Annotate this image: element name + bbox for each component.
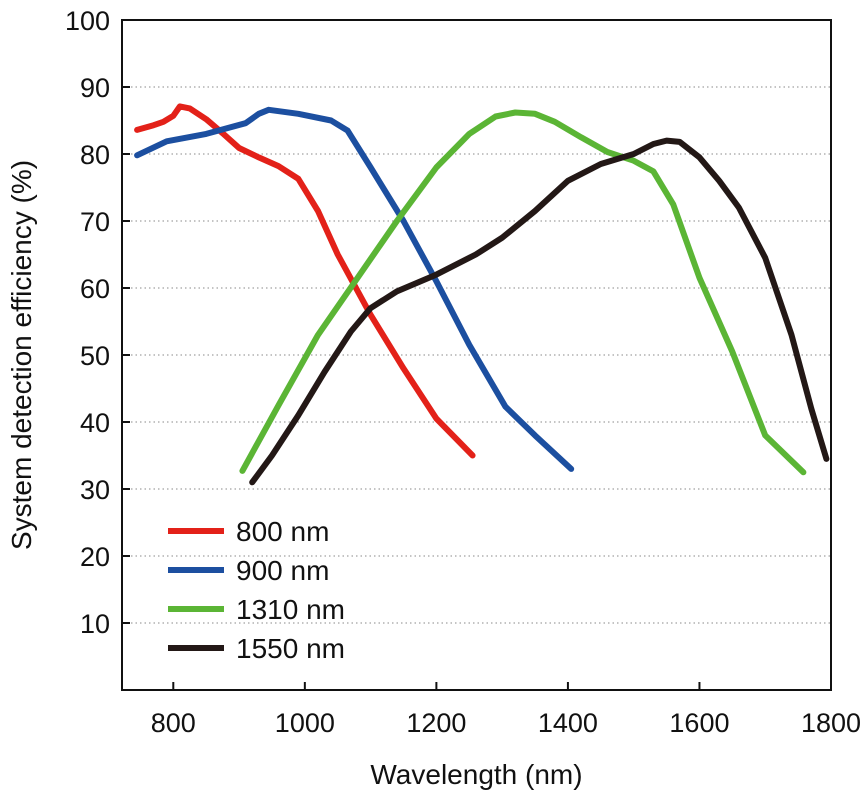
- x-axis: 800 1000 1200 1400 1600 1800: [151, 682, 861, 738]
- grid-lines: [122, 86, 831, 624]
- y-tick-label: 100: [65, 6, 110, 36]
- legend-label: 1310 nm: [236, 594, 345, 625]
- x-tick-label: 1200: [406, 708, 466, 738]
- y-tick-label: 90: [80, 73, 110, 103]
- y-axis-title: System detection efficiency (%): [6, 160, 37, 550]
- y-axis: 10 20 30 40 50 60 70 80 90 100: [65, 6, 130, 639]
- y-tick-label: 50: [80, 341, 110, 371]
- y-tick-label: 60: [80, 274, 110, 304]
- y-tick-label: 40: [80, 408, 110, 438]
- x-tick-label: 1800: [801, 708, 861, 738]
- x-tick-label: 1000: [275, 708, 335, 738]
- data-curves: [134, 103, 830, 486]
- legend-label: 1550 nm: [236, 633, 345, 664]
- y-tick-label: 30: [80, 475, 110, 505]
- series-line-800-nm: [134, 103, 476, 459]
- legend-label: 900 nm: [236, 555, 329, 586]
- legend-label: 800 nm: [236, 516, 329, 547]
- x-axis-title: Wavelength (nm): [370, 759, 582, 790]
- y-tick-label: 20: [80, 542, 110, 572]
- series-line-1310-nm: [239, 109, 807, 476]
- series-line-1550-nm: [249, 137, 830, 486]
- y-tick-label: 10: [80, 609, 110, 639]
- x-tick-label: 1400: [538, 708, 598, 738]
- x-tick-label: 1600: [669, 708, 729, 738]
- x-tick-label: 800: [151, 708, 196, 738]
- series-line-900-nm: [134, 106, 575, 472]
- y-tick-label: 80: [80, 140, 110, 170]
- y-tick-label: 70: [80, 207, 110, 237]
- legend: 800 nm 900 nm 1310 nm 1550 nm: [168, 516, 345, 664]
